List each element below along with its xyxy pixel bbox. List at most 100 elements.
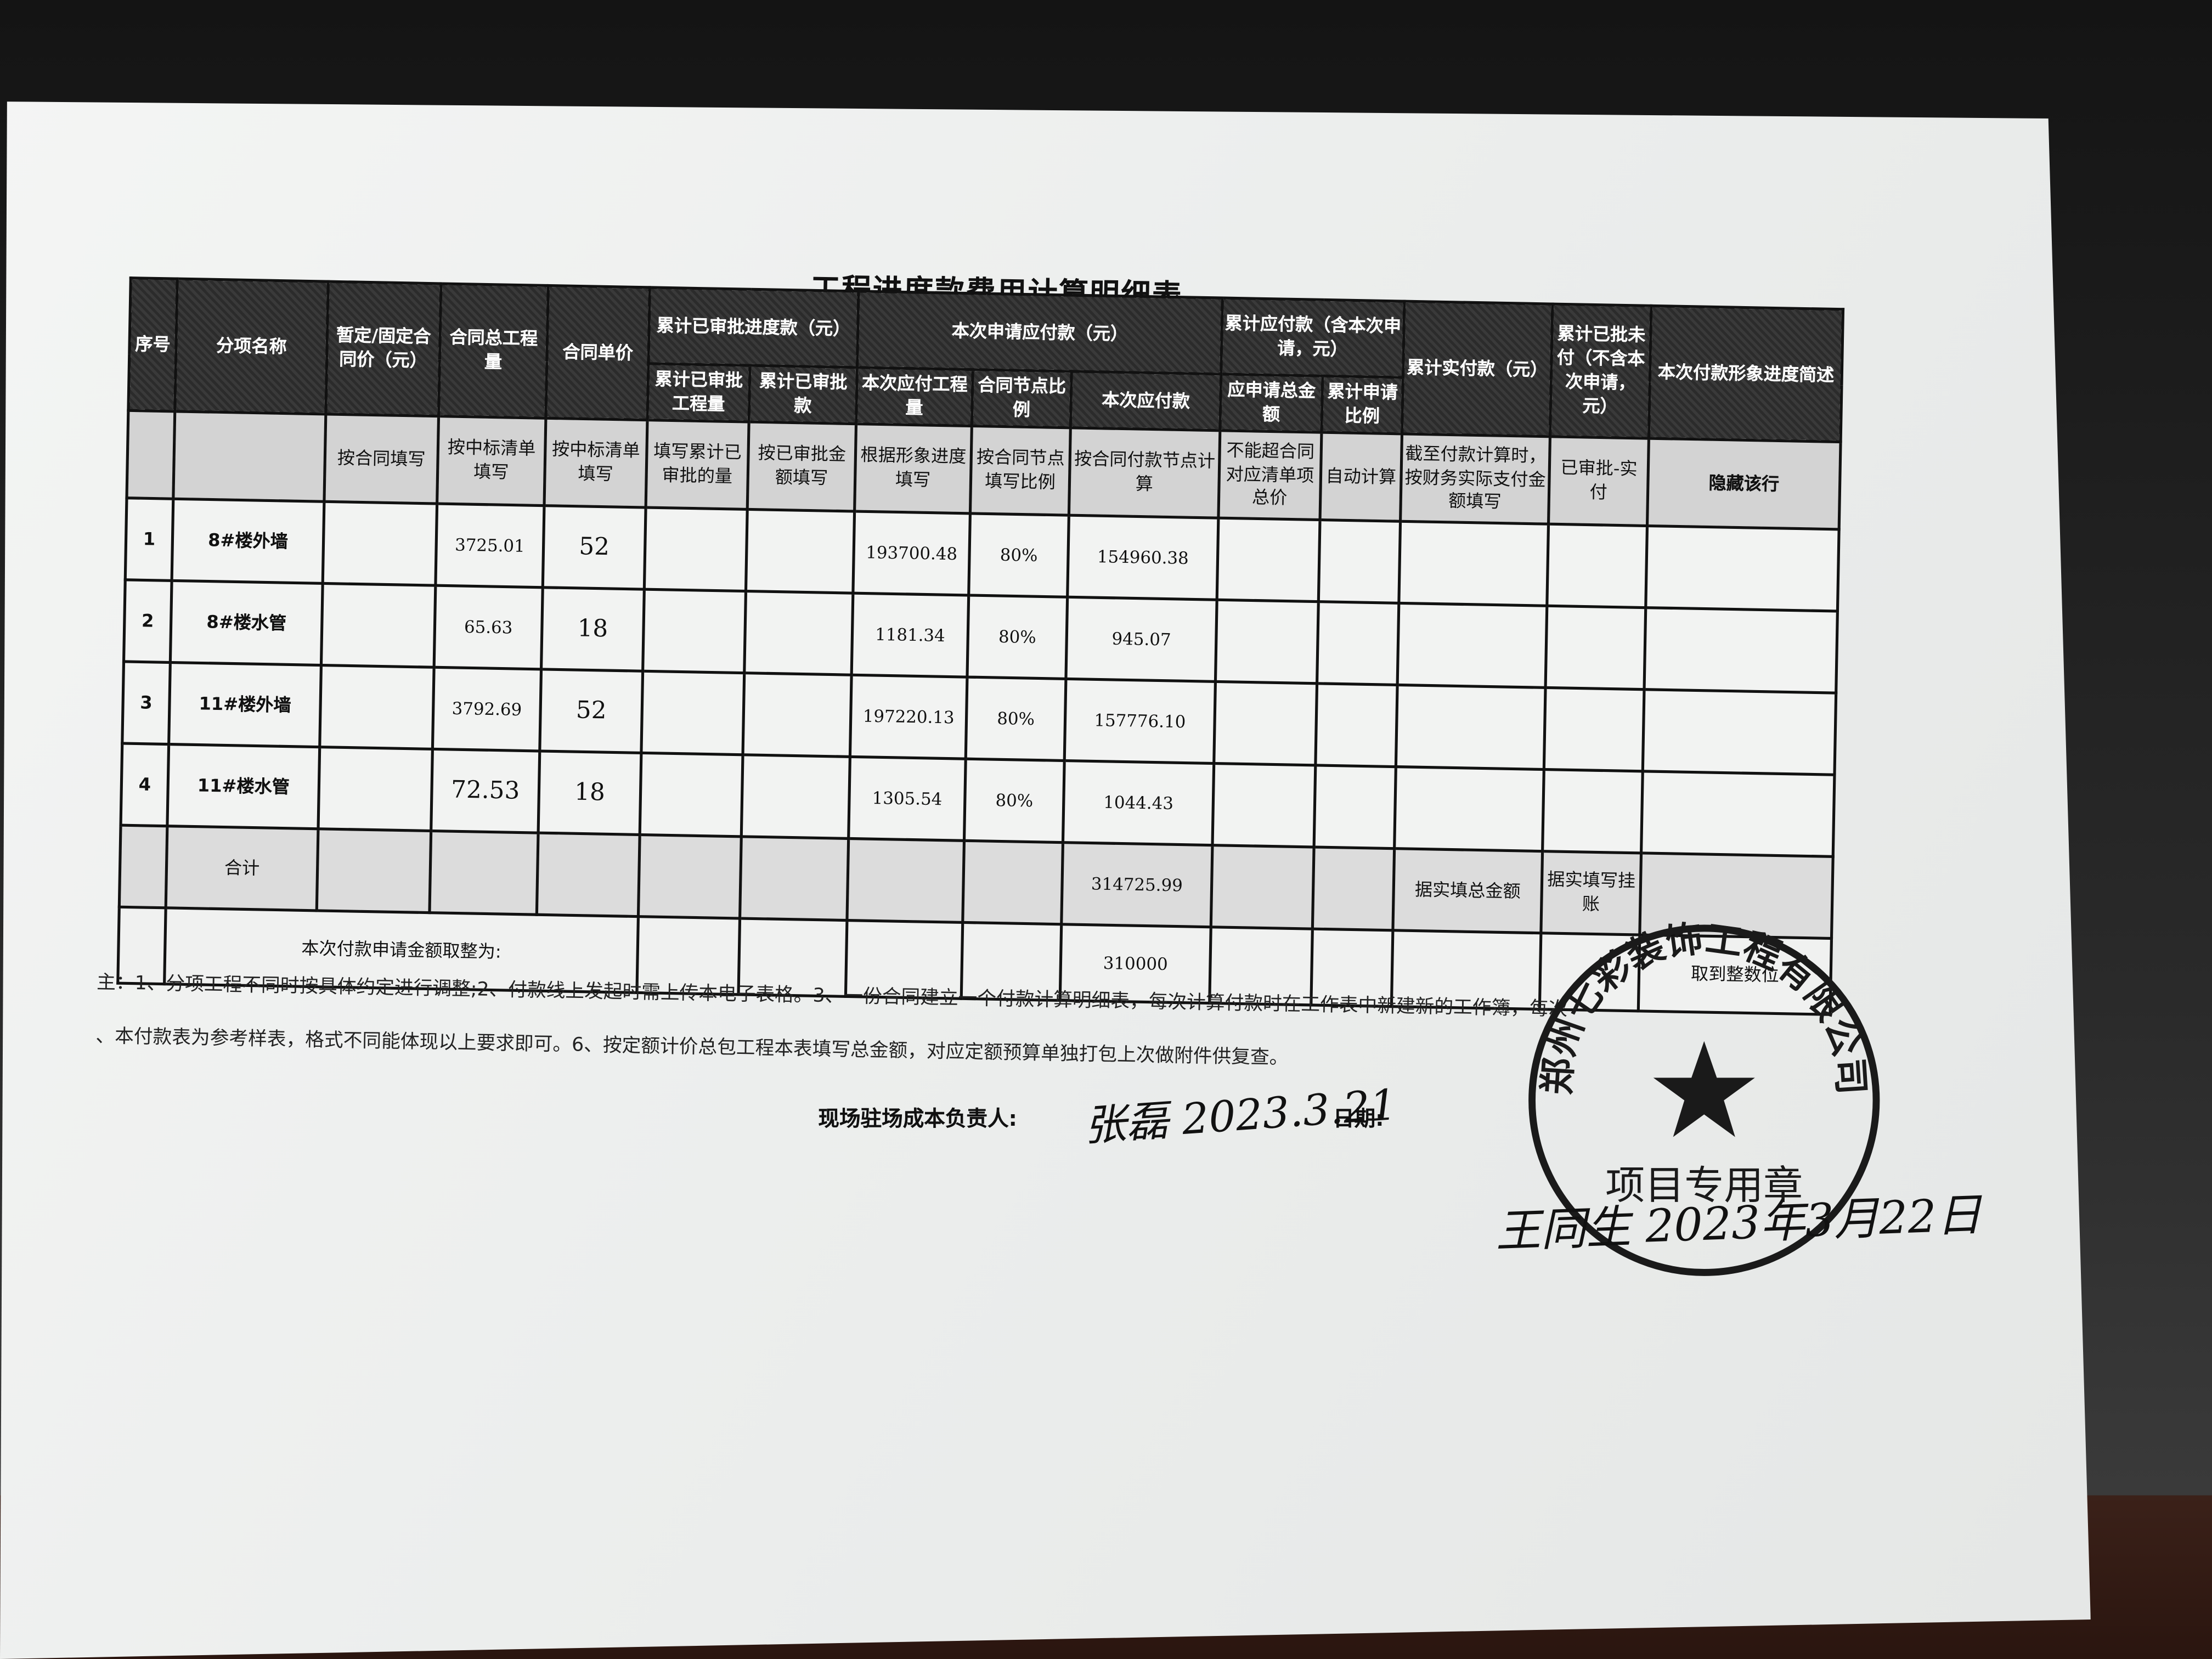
table-cell <box>1644 607 1838 693</box>
table-cell <box>1643 689 1836 775</box>
table-cell: 1181.34 <box>851 593 969 678</box>
date-label: 日期: <box>1333 1105 1384 1132</box>
total-cell <box>740 836 849 921</box>
table-cell <box>1544 687 1645 771</box>
column-header: 本次申请应付款（元） <box>857 291 1223 374</box>
column-subheader: 本次应付工程量 <box>856 367 973 426</box>
column-subheader: 累计申请比例 <box>1322 376 1403 434</box>
total-cell <box>119 825 167 908</box>
column-header: 本次付款形象进度简述 <box>1649 306 1843 442</box>
table-cell <box>1318 520 1401 603</box>
seal-ring <box>1528 924 1880 1276</box>
instruction-cell: 按已审批金额填写 <box>747 422 856 511</box>
total-cell <box>537 833 640 917</box>
table-cell <box>746 509 855 594</box>
table-cell: 197220.13 <box>850 675 968 759</box>
table-cell: 1305.54 <box>848 757 966 841</box>
table-cell: 11#楼外墙 <box>168 662 321 747</box>
table-cell <box>641 671 744 755</box>
table-cell <box>1394 766 1544 851</box>
table-cell: 18 <box>538 751 641 835</box>
table-cell <box>1397 603 1547 688</box>
column-header: 累计已批未付（不含本次申请，元） <box>1550 304 1651 439</box>
column-header: 累计实付款（元） <box>1402 301 1553 437</box>
table-cell <box>1217 518 1321 602</box>
total-cell <box>1211 845 1314 929</box>
note-line-2: 、本付款表为参考样表，格式不同能体现以上要求即可。6、按定额计价总包工程本表填写… <box>95 1025 1289 1070</box>
table-cell <box>1547 524 1647 608</box>
table-cell: 1044.43 <box>1063 760 1214 845</box>
instruction-cell: 按中标清单填写 <box>544 418 648 508</box>
column-header: 累计已审批进度款（元） <box>648 287 859 368</box>
instruction-cell <box>126 410 175 499</box>
total-cell: 据实填总金额 <box>1393 848 1543 933</box>
table-cell: 52 <box>539 669 643 753</box>
column-subheader: 累计已审批款 <box>749 365 857 424</box>
total-cell <box>317 828 431 913</box>
instruction-cell: 按中标清单填写 <box>437 416 546 506</box>
cost-manager-label: 现场驻场成本负责人: <box>818 1105 1017 1132</box>
instruction-cell <box>173 411 326 502</box>
column-header: 序号 <box>128 278 178 411</box>
table-cell: 157776.10 <box>1064 679 1216 764</box>
total-cell: 314725.99 <box>1061 842 1213 927</box>
column-subheader: 本次应付款 <box>1070 371 1221 431</box>
table-cell <box>1314 765 1396 849</box>
table-cell <box>744 591 853 675</box>
total-cell <box>429 831 539 915</box>
table-cell: 18 <box>541 587 645 672</box>
table-cell <box>1215 600 1319 684</box>
table-cell: 193700.48 <box>853 511 970 595</box>
table-cell: 8#楼外墙 <box>172 499 324 584</box>
table-cell <box>1315 683 1398 767</box>
table-cell: 52 <box>543 505 646 590</box>
table-cell <box>318 747 433 831</box>
table-cell <box>1542 769 1643 853</box>
table-cell: 154960.38 <box>1067 515 1218 600</box>
column-header: 暂定/固定合同价（元） <box>325 281 441 416</box>
instruction-cell: 填写累计已审批的量 <box>646 420 749 510</box>
table-cell <box>644 507 748 591</box>
column-header: 分项名称 <box>174 279 329 414</box>
instruction-cell: 已审批-实付 <box>1548 436 1649 526</box>
table-cell: 80% <box>966 677 1066 761</box>
instruction-cell: 按合同付款节点计算 <box>1069 427 1220 518</box>
table-cell: 4 <box>121 743 169 826</box>
table-cell <box>1398 521 1549 606</box>
total-cell <box>847 838 964 923</box>
table-cell <box>1396 685 1546 770</box>
table-cell: 3 <box>122 661 171 744</box>
instruction-cell: 自动计算 <box>1320 432 1402 522</box>
star-icon <box>1653 1041 1755 1137</box>
table-cell: 11#楼水管 <box>167 744 320 829</box>
table-cell: 1 <box>125 498 173 581</box>
table-cell <box>1545 606 1646 690</box>
table-cell: 3725.01 <box>435 504 544 588</box>
table-cell: 2 <box>123 579 172 663</box>
table-cell <box>321 583 436 668</box>
table-cell <box>1645 526 1839 611</box>
table-cell: 945.07 <box>1065 597 1217 682</box>
column-subheader: 应申请总金额 <box>1220 374 1323 433</box>
instruction-cell: 根据形象进度填写 <box>854 424 972 514</box>
table-cell <box>1212 763 1316 848</box>
table-cell <box>1317 601 1399 685</box>
seal-purpose-text: 项目专用章 <box>1605 1163 1803 1209</box>
table-cell: 80% <box>968 513 1069 597</box>
table-cell: 80% <box>964 759 1065 843</box>
instruction-cell: 按合同填写 <box>324 414 439 504</box>
table-cell <box>319 665 435 749</box>
column-subheader: 累计已审批工程量 <box>647 363 751 422</box>
table-cell: 65.63 <box>434 585 543 669</box>
instruction-cell: 隐藏该行 <box>1647 438 1841 529</box>
instruction-cell: 不能超合同对应清单项总价 <box>1218 430 1322 520</box>
column-header: 累计应付款（含本次申请，元） <box>1221 298 1405 377</box>
table-cell: 72.53 <box>431 749 540 833</box>
total-cell <box>638 834 742 918</box>
table-cell: 8#楼水管 <box>170 580 323 665</box>
company-seal: 郑州七彩装饰工程有限公司 项目专用章 <box>1528 917 1880 1276</box>
table-cell <box>1641 771 1835 857</box>
payment-calculation-table: 序号 分项名称 暂定/固定合同价（元） 合同总工程量 合同单价 累计已审批进度款（元） 本次… <box>116 276 1844 1016</box>
